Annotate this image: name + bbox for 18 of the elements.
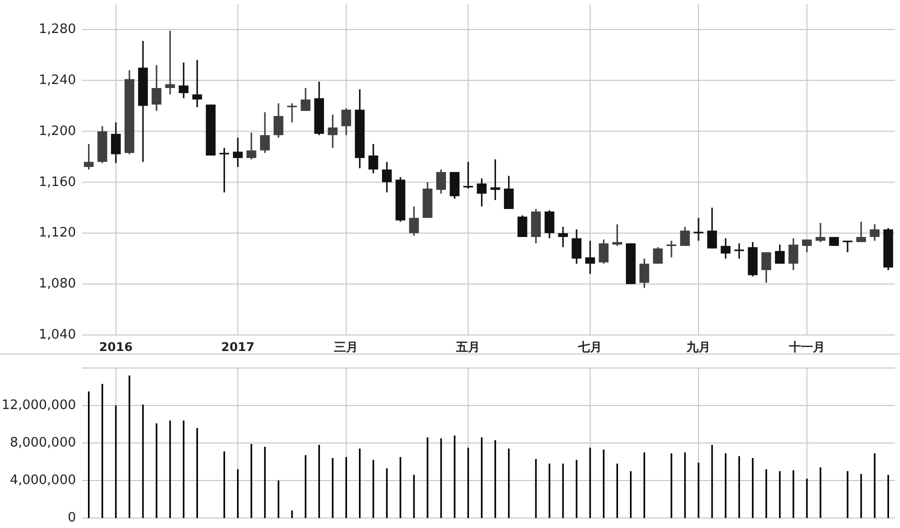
y-tick-label: 1,280 [38, 22, 76, 38]
x-tick-label: 三月 [334, 340, 358, 354]
x-tick-label: 2017 [221, 340, 255, 354]
y-tick-label: 1,200 [38, 124, 76, 139]
y-tick-label: 8,000,000 [10, 436, 76, 451]
x-tick-label: 2016 [99, 340, 133, 354]
y-tick-label: 1,240 [38, 72, 76, 88]
x-tick-label: 十一月 [788, 340, 825, 354]
x-tick-label: 七月 [577, 340, 602, 354]
y-tick-label: 1,040 [38, 328, 76, 343]
x-tick-label: 九月 [686, 340, 711, 354]
x-tick-label: 五月 [455, 340, 480, 354]
y-tick-label: 0 [68, 510, 76, 526]
y-tick-label: 4,000,000 [10, 473, 76, 488]
y-tick-label: 12,000,000 [2, 398, 76, 414]
y-tick-label: 1,080 [38, 276, 76, 292]
y-tick-label: 1,160 [38, 174, 76, 190]
y-tick-label: 1,120 [38, 226, 76, 241]
